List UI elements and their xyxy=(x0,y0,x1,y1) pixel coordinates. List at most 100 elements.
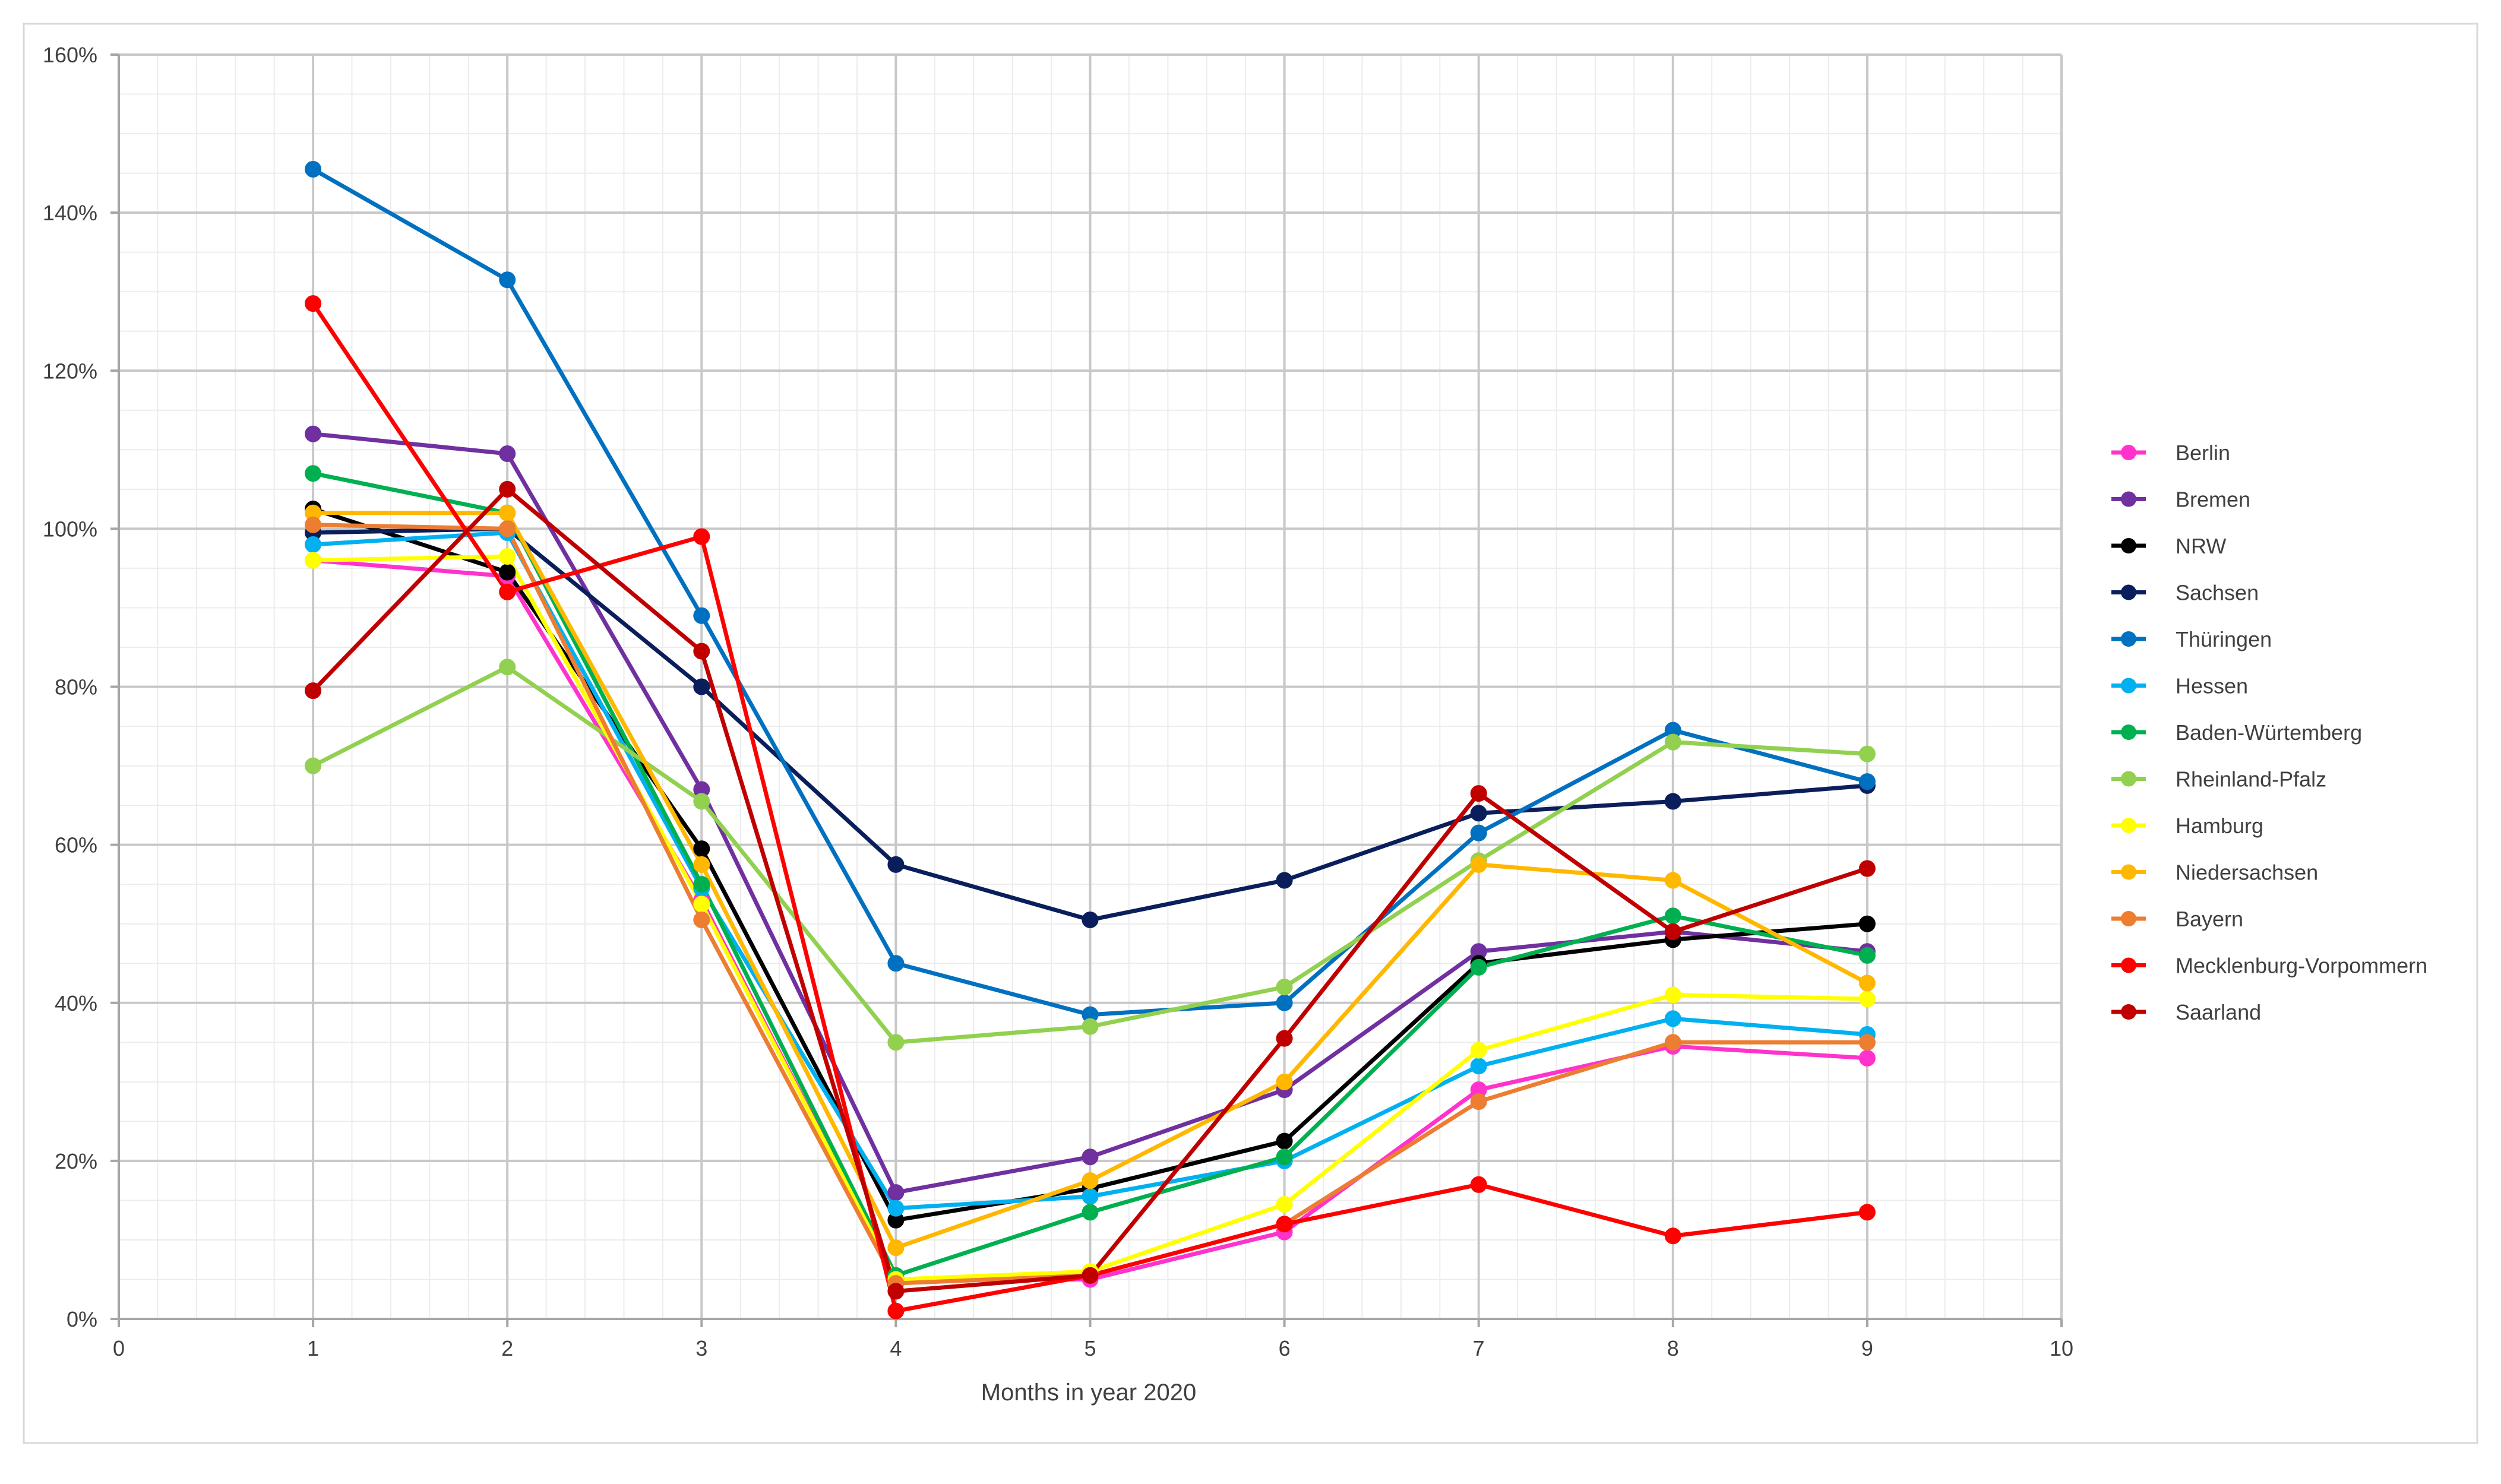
data-point xyxy=(1664,733,1681,751)
x-tick-label: 0 xyxy=(113,1336,125,1360)
data-point xyxy=(499,271,516,289)
data-point xyxy=(499,583,516,600)
data-point xyxy=(1470,805,1487,822)
data-point xyxy=(1276,979,1293,996)
data-point xyxy=(693,607,710,624)
data-point xyxy=(1664,1034,1681,1051)
data-point xyxy=(1082,1018,1099,1035)
data-point xyxy=(1470,785,1487,802)
y-tick-label: 100% xyxy=(43,517,97,541)
x-tick-label: 7 xyxy=(1473,1336,1485,1360)
data-point xyxy=(305,516,322,533)
data-point xyxy=(1858,745,1876,762)
x-axis-tick-labels: 0 1 2 3 4 5 6 7 8 9 10 xyxy=(113,1319,2073,1360)
x-axis-title: Months in year 2020 xyxy=(981,1379,1196,1406)
data-point xyxy=(887,1239,905,1257)
legend-marker xyxy=(2121,771,2136,787)
y-tick-label: 160% xyxy=(43,43,97,67)
data-point xyxy=(499,564,516,581)
y-tick-label: 140% xyxy=(43,201,97,225)
data-point xyxy=(1470,1058,1487,1075)
legend-label: Hamburg xyxy=(2176,814,2263,838)
x-tick-label: 5 xyxy=(1084,1336,1096,1360)
legend-label: Bayern xyxy=(2176,907,2243,931)
data-point xyxy=(1470,958,1487,976)
x-tick-label: 9 xyxy=(1861,1336,1873,1360)
legend-item: Bremen xyxy=(2111,488,2250,512)
data-point xyxy=(1858,773,1876,790)
legend-label: Niedersachsen xyxy=(2176,860,2318,885)
legend-label: NRW xyxy=(2176,534,2226,558)
legend: Berlin Bremen NRW Sachsen Thüringen Hessen Bad… xyxy=(2111,441,2427,1024)
data-point xyxy=(1276,1030,1293,1047)
data-point xyxy=(499,548,516,565)
legend-item: Mecklenburg-Vorpommern xyxy=(2111,954,2427,978)
data-point xyxy=(693,912,710,929)
x-tick-label: 1 xyxy=(307,1336,319,1360)
data-point xyxy=(1082,1204,1099,1221)
legend-marker xyxy=(2121,445,2136,460)
data-point xyxy=(1858,991,1876,1008)
legend-item: Baden-Würtemberg xyxy=(2111,720,2362,745)
data-point xyxy=(1664,872,1681,889)
y-tick-label: 0% xyxy=(67,1307,97,1331)
data-point xyxy=(1858,915,1876,932)
legend-marker xyxy=(2121,584,2136,600)
data-point xyxy=(693,678,710,695)
x-tick-label: 2 xyxy=(501,1336,513,1360)
data-point xyxy=(1082,1188,1099,1205)
data-point xyxy=(693,793,710,810)
y-tick-label: 40% xyxy=(55,991,97,1015)
legend-label: Mecklenburg-Vorpommern xyxy=(2176,954,2427,978)
legend-item: Thüringen xyxy=(2111,627,2272,651)
data-point xyxy=(1664,793,1681,810)
legend-item: Rheinland-Pfalz xyxy=(2111,767,2326,792)
data-point xyxy=(1664,923,1681,940)
data-point xyxy=(1470,1042,1487,1059)
data-point xyxy=(1858,1204,1876,1221)
legend-marker xyxy=(2121,678,2136,694)
data-point xyxy=(305,465,322,482)
data-point xyxy=(1276,1196,1293,1213)
legend-label: Rheinland-Pfalz xyxy=(2176,767,2326,792)
x-tick-label: 3 xyxy=(695,1336,707,1360)
legend-marker xyxy=(2121,631,2136,647)
data-point xyxy=(693,528,710,545)
data-point xyxy=(499,659,516,676)
data-point xyxy=(1470,824,1487,841)
data-point xyxy=(1470,1176,1487,1193)
data-point xyxy=(693,896,710,913)
data-point xyxy=(1082,1267,1099,1284)
data-point xyxy=(1664,1227,1681,1245)
legend-item: Bayern xyxy=(2111,907,2243,931)
data-point xyxy=(693,643,710,660)
legend-label: Bremen xyxy=(2176,488,2250,512)
data-point xyxy=(1470,1093,1487,1110)
legend-label: Berlin xyxy=(2176,441,2230,465)
y-axis-tick-labels: 0% 20% 40% 60% 80% 100% 120% 140% 160% xyxy=(43,43,119,1331)
data-point xyxy=(1858,1049,1876,1067)
data-point xyxy=(1276,1073,1293,1090)
data-point xyxy=(1664,986,1681,1004)
data-point xyxy=(305,536,322,553)
data-point xyxy=(1858,974,1876,992)
legend-label: Saarland xyxy=(2176,1000,2261,1024)
data-point xyxy=(1858,947,1876,964)
series-markers xyxy=(305,160,1876,1320)
legend-label: Thüringen xyxy=(2176,627,2272,651)
legend-marker xyxy=(2121,911,2136,926)
y-tick-label: 20% xyxy=(55,1149,97,1173)
x-tick-label: 8 xyxy=(1667,1336,1679,1360)
legend-marker xyxy=(2121,491,2136,507)
y-tick-label: 120% xyxy=(43,359,97,383)
data-point xyxy=(305,552,322,569)
data-point xyxy=(887,1302,905,1320)
data-point xyxy=(1858,860,1876,877)
data-point xyxy=(1276,1148,1293,1166)
legend-marker xyxy=(2121,538,2136,553)
x-tick-label: 10 xyxy=(2050,1336,2073,1360)
data-point xyxy=(887,1034,905,1051)
data-point xyxy=(1470,856,1487,873)
data-point xyxy=(1664,1010,1681,1027)
data-point xyxy=(305,682,322,700)
